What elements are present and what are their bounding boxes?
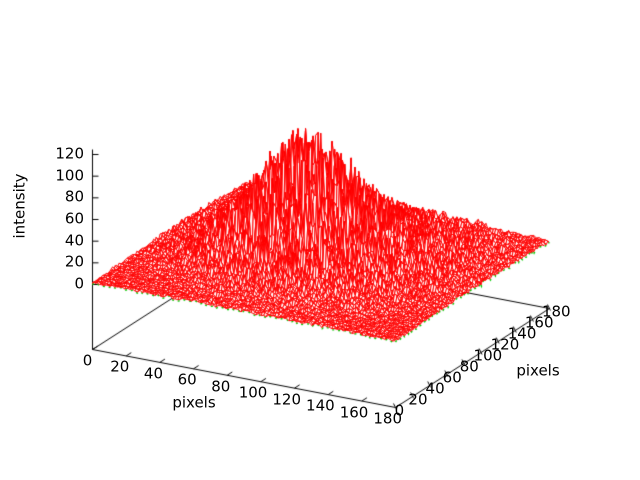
y-tick-label: 140 — [507, 324, 537, 343]
z-tick-label: 60 — [64, 209, 84, 228]
x-tick-label: 80 — [211, 377, 231, 396]
y-axis-title: pixels — [516, 361, 560, 380]
x-tick-label: 120 — [272, 390, 302, 409]
x-tick-label: 40 — [143, 364, 164, 383]
x-tick-label: 20 — [110, 357, 130, 376]
y-tick-label: 0 — [394, 401, 405, 420]
x-tick-label: 60 — [177, 370, 197, 389]
x-tick-label: 0 — [82, 351, 93, 370]
z-axis-title: intensity — [10, 173, 29, 239]
x-axis-title: pixels — [172, 393, 216, 412]
y-tick-label: 40 — [425, 379, 445, 398]
z-tick-label: 100 — [55, 166, 84, 185]
z-tick-label: 0 — [74, 274, 84, 293]
x-tick-label: 160 — [339, 403, 369, 422]
x-tick-label: 140 — [306, 396, 335, 415]
x-tick-label: 180 — [373, 409, 403, 428]
y-tick-label: 60 — [442, 368, 462, 387]
z-tick-label: 20 — [64, 252, 84, 271]
y-tick-label: 100 — [473, 346, 503, 365]
y-tick-label: 20 — [408, 390, 428, 409]
y-tick-label: 80 — [459, 357, 479, 376]
y-tick-label: 160 — [524, 313, 554, 332]
z-tick-label: 120 — [55, 144, 84, 163]
z-tick-label: 40 — [64, 231, 84, 250]
y-tick-label: 120 — [490, 335, 520, 354]
y-tick-label: 180 — [541, 302, 571, 321]
z-tick-label: 80 — [64, 187, 84, 206]
x-tick-label: 100 — [238, 383, 268, 402]
